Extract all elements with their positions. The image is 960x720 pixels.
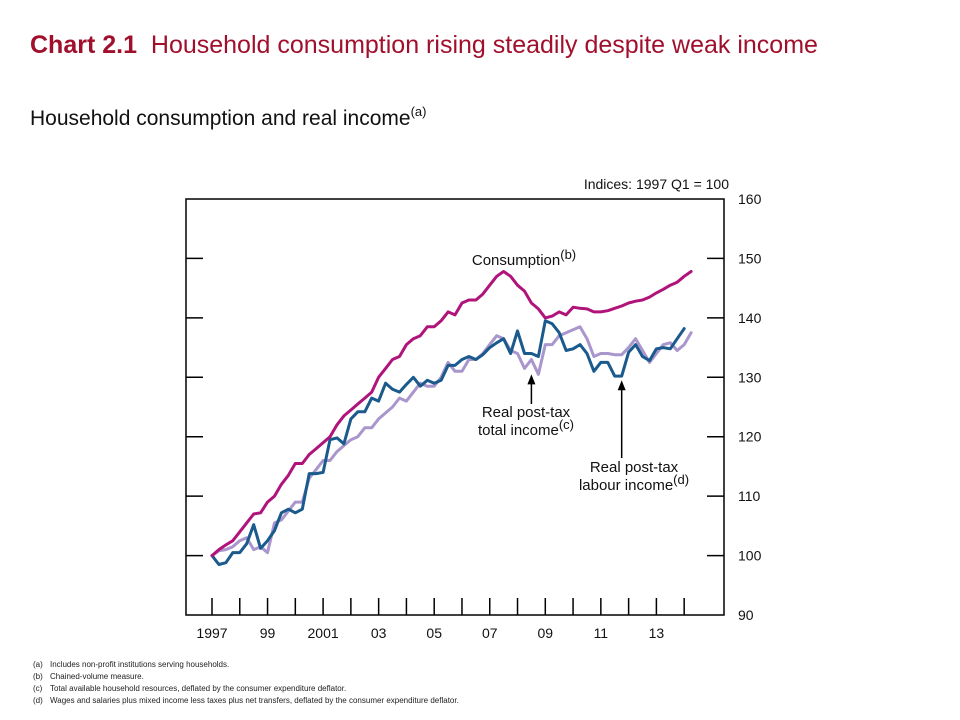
y-tick-label: 160 — [738, 191, 762, 207]
y-tick-label: 90 — [738, 607, 754, 623]
y-tick-label: 120 — [738, 429, 762, 445]
footnote-b: (b) Chained-volume measure. — [33, 671, 933, 683]
annotation-note: (c) — [559, 417, 574, 432]
footnote-text: Includes non-profit institutions serving… — [50, 660, 230, 669]
footnotes: (a) Includes non-profit institutions ser… — [33, 659, 933, 707]
annotation-text: Consumption(b) — [472, 247, 576, 269]
y-tick-label: 140 — [738, 310, 762, 326]
x-tick-label: 13 — [649, 625, 665, 641]
annotation-text: total income(c) — [478, 417, 574, 439]
annotation-note: (b) — [560, 247, 576, 262]
footnote-label: (b) — [33, 672, 43, 681]
series-line-labour-income — [210, 319, 686, 566]
y-axis-ticks: 90 100 110 120 130 140 150 160 — [186, 191, 762, 623]
y-tick-label: 130 — [738, 369, 762, 385]
footnote-label: (d) — [33, 696, 43, 705]
annotation-text: labour income(d) — [579, 472, 689, 494]
x-tick-label: 03 — [371, 625, 387, 641]
x-tick-label: 11 — [594, 625, 609, 641]
annotation-arrow-head — [527, 374, 536, 385]
chart-title: Chart 2.1 Household consumption rising s… — [30, 28, 935, 62]
x-tick-label: 05 — [426, 625, 442, 641]
footnote-text: Total available household resources, def… — [50, 684, 347, 693]
footnote-c: (c) Total available household resources,… — [33, 683, 933, 695]
annotation-text: Real post-tax — [590, 459, 679, 476]
x-tick-label: 1997 — [196, 625, 227, 641]
footnote-a: (a) Includes non-profit institutions ser… — [33, 659, 933, 671]
chart-title-text: Household consumption rising steadily de… — [150, 31, 818, 59]
chart-subtitle-text: Household consumption and real income — [30, 107, 411, 130]
chart-subtitle-note: (a) — [410, 104, 427, 119]
y-axis-unit-label: Indices: 1997 Q1 = 100 — [584, 176, 729, 192]
footnote-label: (a) — [33, 660, 43, 669]
chart-number: Chart 2.1 — [30, 31, 137, 59]
annotation-arrow-head — [617, 380, 626, 391]
footnote-text: Chained-volume measure. — [50, 672, 144, 681]
footnote-label: (c) — [33, 684, 43, 693]
x-tick-label: 09 — [538, 625, 554, 641]
y-tick-label: 110 — [738, 488, 761, 504]
series-annotation-0: Consumption(b) — [472, 247, 576, 269]
footnote-d: (d) Wages and salaries plus mixed income… — [33, 695, 933, 707]
y-tick-label: 100 — [738, 548, 762, 564]
footnote-text: Wages and salaries plus mixed income les… — [50, 696, 459, 705]
chart-subtitle: Household consumption and real income(a) — [30, 104, 426, 131]
x-tick-label: 07 — [482, 625, 498, 641]
series-layer — [210, 270, 693, 566]
line-chart: Indices: 1997 Q1 = 100 90 100 110 120 130 140… — [185, 176, 762, 641]
x-tick-label: 2001 — [308, 625, 339, 641]
annotation-note: (d) — [673, 472, 689, 487]
x-tick-label: 99 — [260, 625, 276, 641]
x-axis-ticks: 1997 99 2001 03 05 07 09 11 13 — [196, 598, 685, 641]
series-line-total-income — [210, 325, 693, 558]
plot-frame — [185, 198, 725, 616]
annotation-text: Real post-tax — [482, 404, 571, 421]
y-tick-label: 150 — [738, 250, 762, 266]
series-line-consumption — [210, 270, 693, 558]
